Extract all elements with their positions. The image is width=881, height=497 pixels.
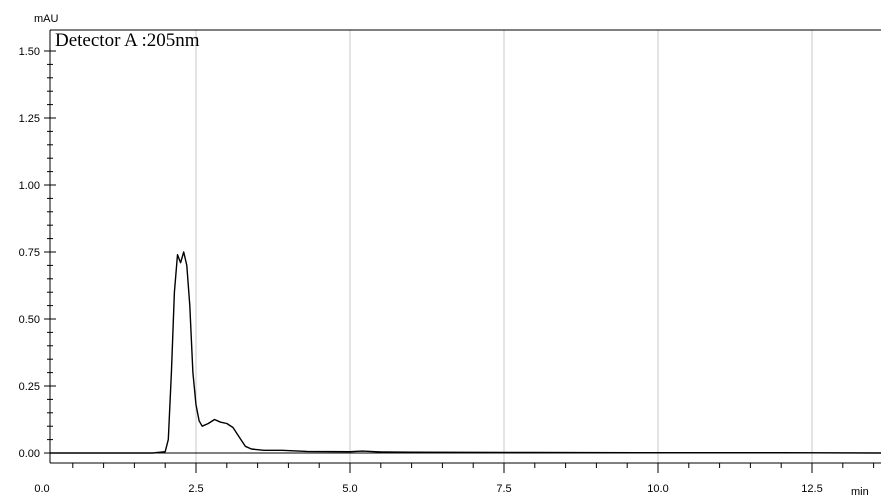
chart-title: Detector A :205nm: [55, 30, 200, 51]
y-tick-label-4: 1.00: [19, 180, 40, 192]
grid-lines: [195, 30, 813, 463]
x-tick-label-1: 2.5: [188, 483, 203, 495]
y-tick-label-3: 0.75: [19, 247, 40, 259]
x-tick-label-3: 7.5: [496, 483, 511, 495]
x-axis-unit-label: min: [851, 486, 869, 497]
axes: [49, 29, 881, 464]
y-axis-unit-label: mAU: [34, 13, 59, 25]
y-tick-label-1: 0.25: [19, 381, 40, 393]
series-trace: [50, 251, 881, 454]
x-tick-label-2: 5.0: [342, 483, 357, 495]
x-tick-label-0: 0.0: [34, 483, 49, 495]
x-axis-ticks: 0.0 2.5 5.0 7.5 10.0 12.5: [34, 463, 875, 495]
y-tick-label-0: 0.00: [19, 448, 40, 460]
y-tick-label-6: 1.50: [19, 46, 40, 58]
y-tick-label-2: 0.50: [19, 314, 40, 326]
x-tick-label-4: 10.0: [647, 483, 668, 495]
y-axis-ticks: 0.00 0.25 0.50 0.75 1.00 1.25 1.50: [19, 46, 56, 460]
x-tick-label-5: 12.5: [801, 483, 822, 495]
y-tick-label-5: 1.25: [19, 113, 40, 125]
